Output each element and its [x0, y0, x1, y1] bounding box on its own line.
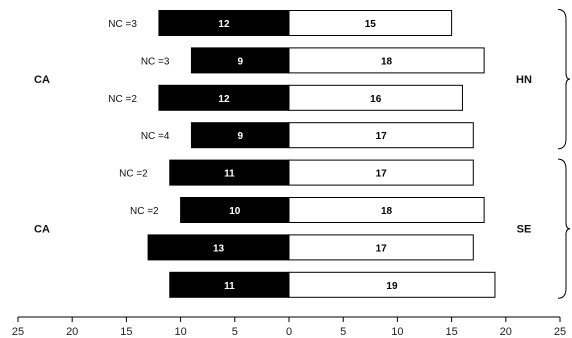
bar-left-6: [147, 234, 290, 261]
nc-label-0: NC =3: [108, 19, 137, 30]
x-tick-label-10: 25: [554, 326, 566, 338]
bar-left-4: [169, 159, 290, 186]
bar-right-value-4: 17: [376, 169, 388, 180]
x-tick-label-3: 10: [174, 326, 186, 338]
x-tick-label-4: 5: [232, 326, 238, 338]
bar-left-1: [190, 47, 290, 74]
bars-layer: [147, 10, 496, 298]
group-left-label-0: CA: [34, 74, 50, 86]
bar-right-1: [288, 47, 485, 74]
bar-left-2: [158, 84, 290, 111]
bar-right-5: [288, 197, 485, 223]
bar-left-3: [190, 122, 290, 149]
x-tick-label-6: 5: [340, 326, 346, 338]
bar-right-0: [288, 10, 453, 36]
group-braces: [557, 9, 571, 299]
bar-right-value-5: 18: [381, 206, 393, 217]
group-brace-0: [557, 9, 571, 150]
x-tick-label-2: 15: [120, 326, 132, 338]
bar-right-value-6: 17: [376, 243, 388, 254]
x-tick-label-7: 10: [391, 326, 403, 338]
group-right-label-0: HN: [516, 74, 532, 86]
x-tick-label-0: 25: [12, 326, 24, 338]
nc-label-5: NC =2: [130, 206, 159, 217]
group-left-label-1: CA: [34, 224, 50, 236]
bar-left-0: [158, 10, 290, 36]
bar-left-value-4: 11: [224, 169, 235, 180]
x-tick-label-8: 15: [445, 326, 457, 338]
bar-right-value-3: 17: [376, 131, 388, 142]
nc-label-2: NC =2: [108, 94, 137, 105]
group-brace-1: [557, 158, 571, 299]
bar-right-value-1: 18: [381, 56, 393, 67]
nc-label-1: NC =3: [141, 56, 170, 67]
bar-right-7: [288, 271, 496, 298]
x-tick-label-1: 20: [66, 326, 78, 338]
bar-right-4: [288, 159, 474, 186]
bar-left-value-2: 12: [218, 94, 230, 105]
x-tick-label-9: 20: [500, 326, 512, 338]
bar-right-value-2: 16: [370, 94, 382, 105]
bar-left-value-5: 10: [229, 206, 241, 217]
nc-label-3: NC =4: [141, 131, 170, 142]
bar-right-value-7: 19: [386, 281, 398, 292]
bar-right-value-0: 15: [365, 19, 377, 30]
labels-layer: 12 15 NC =3 9 18 NC =3 12 16 NC =2 9 17 NC =4 11 17 NC…: [34, 19, 532, 292]
bar-left-value-1: 9: [237, 56, 243, 67]
bar-right-2: [288, 84, 463, 111]
nc-label-4: NC =2: [119, 169, 148, 180]
bar-right-6: [288, 234, 474, 261]
x-axis: 25 20 15 10 5 0 5 10 15 20 25: [12, 316, 566, 338]
bar-left-value-7: 11: [224, 281, 235, 292]
group-right-label-1: SE: [517, 224, 532, 236]
x-tick-label-5: 0: [286, 326, 292, 338]
bar-left-value-6: 13: [213, 243, 225, 254]
bar-left-value-0: 12: [218, 19, 230, 30]
bar-right-3: [288, 122, 474, 149]
bar-left-value-3: 9: [237, 131, 243, 142]
